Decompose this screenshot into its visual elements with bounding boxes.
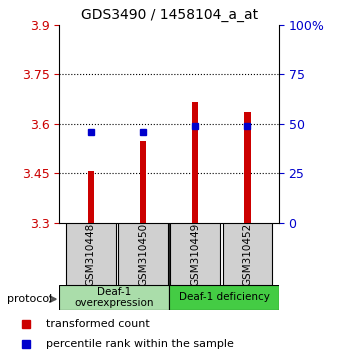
- Text: GSM310450: GSM310450: [138, 222, 148, 286]
- Text: protocol: protocol: [7, 294, 52, 304]
- Bar: [223, 223, 272, 285]
- Text: GSM310449: GSM310449: [190, 222, 200, 286]
- Bar: [88, 171, 94, 223]
- Bar: [169, 285, 279, 310]
- Bar: [192, 102, 199, 223]
- Text: Deaf-1
overexpression: Deaf-1 overexpression: [74, 286, 154, 308]
- Text: percentile rank within the sample: percentile rank within the sample: [46, 339, 234, 349]
- Text: GSM310448: GSM310448: [86, 222, 96, 286]
- Bar: [59, 285, 169, 310]
- Bar: [170, 223, 220, 285]
- Text: GSM310452: GSM310452: [242, 222, 253, 286]
- Text: Deaf-1 deficiency: Deaf-1 deficiency: [178, 292, 269, 302]
- Text: transformed count: transformed count: [46, 319, 149, 329]
- Bar: [140, 141, 146, 223]
- Title: GDS3490 / 1458104_a_at: GDS3490 / 1458104_a_at: [81, 8, 258, 22]
- Bar: [244, 112, 251, 223]
- Bar: [66, 223, 116, 285]
- Bar: [118, 223, 168, 285]
